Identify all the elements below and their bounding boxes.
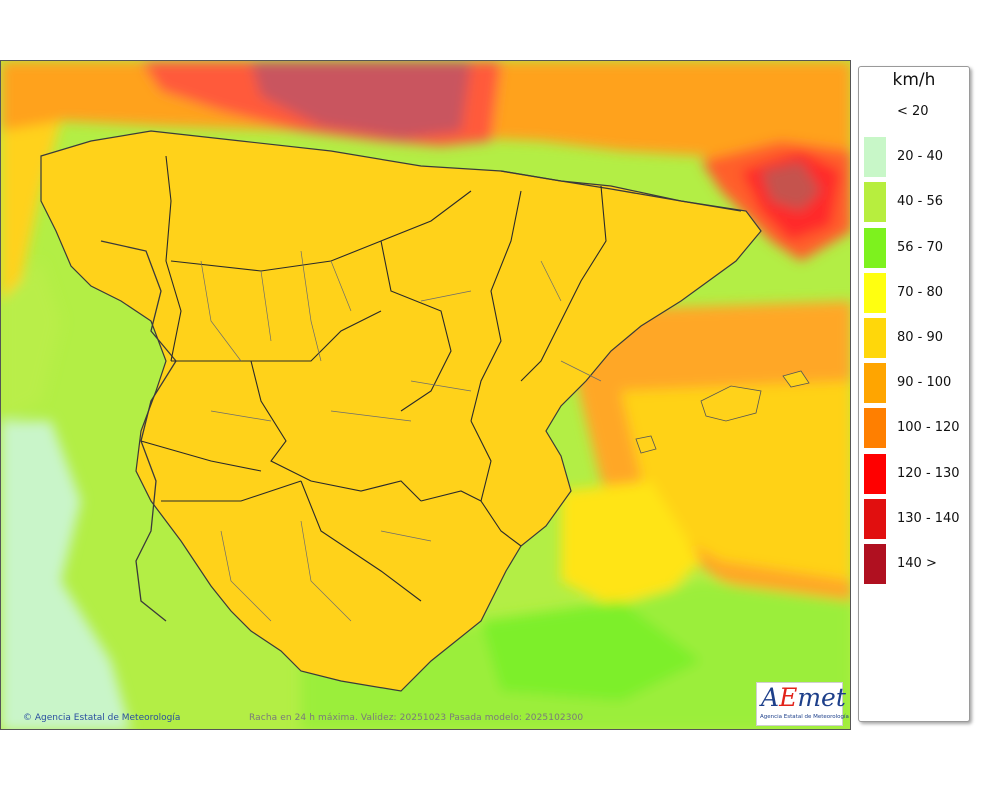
- wind-gust-map: © Agencia Estatal de Meteorología Racha …: [0, 60, 851, 730]
- copyright-notice: © Agencia Estatal de Meteorología: [23, 713, 180, 723]
- legend-swatch: [864, 272, 886, 313]
- legend-panel: km/h < 20 20 - 40 40 - 56 56 - 70 70 - 80 80 …: [858, 66, 970, 722]
- legend-label: 70 - 80: [897, 284, 944, 300]
- legend-swatch: [864, 544, 886, 584]
- logo-letters-met: met: [797, 683, 846, 712]
- legend-label: 120 - 130: [897, 465, 960, 481]
- legend-label: 80 - 90: [897, 330, 944, 345]
- aemet-logo: AEmet Agencia Estatal de Meteorología: [756, 682, 849, 726]
- legend-label: 100 - 120: [897, 420, 960, 436]
- balearic-islands: [635, 370, 810, 454]
- legend-swatch: [864, 137, 886, 178]
- copyright-text: Agencia Estatal de Meteorología: [34, 713, 181, 723]
- legend-label: < 20: [897, 104, 929, 119]
- border-lines: [40, 130, 762, 692]
- legend-swatch: [864, 227, 886, 268]
- logo-subtitle: Agencia Estatal de Meteorología: [760, 714, 849, 720]
- map-caption: Racha en 24 h máxima. Validez: 20251023 …: [249, 713, 584, 723]
- legend-label: 130 - 140: [897, 510, 960, 526]
- legend-swatch: [864, 363, 886, 404]
- legend-swatch: [864, 453, 886, 494]
- legend-label: 40 - 56: [897, 194, 944, 210]
- logo-wordmark: AEmet: [761, 684, 846, 712]
- logo-letter-e: E: [779, 683, 798, 712]
- legend-unit: km/h: [892, 70, 936, 90]
- map-canvas: [1, 61, 850, 729]
- legend-label: 20 - 40: [897, 149, 944, 165]
- legend-swatch: [864, 92, 886, 132]
- legend-label: 56 - 70: [897, 239, 944, 255]
- logo-letter-a: A: [761, 683, 780, 712]
- legend-swatch: [864, 182, 886, 223]
- legend-label: 90 - 100: [897, 375, 952, 391]
- legend-swatch: [864, 408, 886, 449]
- legend-swatch: [864, 498, 886, 539]
- legend-label: 140 >: [897, 556, 937, 571]
- copyright-icon: ©: [23, 713, 32, 723]
- legend-swatch: [864, 318, 886, 358]
